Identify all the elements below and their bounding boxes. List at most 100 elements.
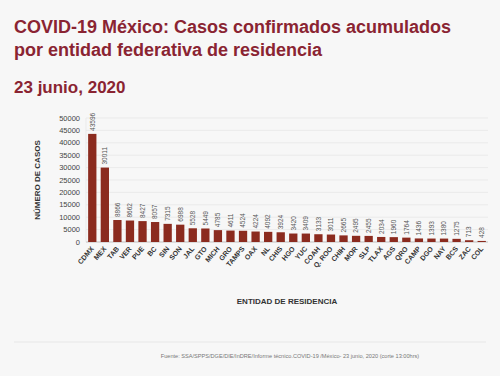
- bar: [352, 236, 360, 242]
- y-axis-line: [86, 118, 87, 242]
- x-tick-label: VER: [118, 245, 133, 261]
- data-label: 8662: [126, 203, 133, 218]
- y-tick-label: 30000: [59, 163, 80, 172]
- bar: [277, 232, 285, 242]
- bar: [138, 221, 146, 242]
- bar: [189, 228, 197, 242]
- grid-line: [86, 155, 488, 156]
- source: Fuente: SSA/SPPS/DGE/DIE/InDRE/Informe t…: [161, 353, 419, 359]
- bar: [214, 230, 222, 242]
- x-tick-label: MOR: [343, 245, 359, 262]
- y-tick-label: 10000: [59, 213, 80, 222]
- y-tick-label: 35000: [59, 151, 80, 160]
- bar: [402, 238, 410, 242]
- data-label: 43596: [89, 112, 96, 130]
- bar: [478, 241, 486, 242]
- x-tick-label: MEX: [92, 245, 107, 261]
- x-tick-label: TAB: [106, 245, 120, 260]
- x-tick-label: CDMX: [76, 245, 95, 266]
- x-tick-label: BCS: [444, 245, 459, 261]
- data-label: 1380: [440, 221, 447, 236]
- data-label: 8427: [139, 203, 146, 218]
- data-label: 8866: [114, 202, 121, 217]
- bars: [88, 134, 486, 242]
- data-label: 7315: [164, 206, 171, 221]
- bar: [251, 232, 259, 242]
- data-label: 1764: [403, 220, 410, 235]
- data-label: 3924: [277, 214, 284, 229]
- bar: [415, 238, 423, 242]
- bar: [302, 234, 310, 242]
- y-tick-label: 15000: [59, 200, 80, 209]
- bar: [226, 231, 234, 242]
- data-label: 428: [478, 227, 485, 238]
- x-tick-label: TLAX: [367, 245, 384, 264]
- chart: 0500010000150002000025000300003500040000…: [0, 0, 500, 376]
- data-label: 1275: [453, 221, 460, 236]
- bar: [126, 221, 134, 242]
- x-tick-label: SON: [168, 245, 183, 261]
- data-label: 1960: [390, 219, 397, 234]
- data-label: 3011: [327, 217, 334, 231]
- data-label: 6988: [177, 207, 184, 222]
- bar: [390, 237, 398, 242]
- y-tick-label: 20000: [59, 188, 80, 197]
- y-tick-label: 0: [76, 238, 80, 247]
- bar: [164, 224, 172, 242]
- x-tick-label: OAX: [243, 245, 258, 261]
- bar: [314, 234, 322, 242]
- bar: [289, 234, 297, 242]
- data-label: 2665: [340, 218, 347, 233]
- data-label: 1393: [428, 221, 435, 236]
- bar: [201, 228, 209, 242]
- x-tick-label: NAY: [432, 245, 447, 261]
- bar: [327, 235, 335, 242]
- x-tick-label: CAMP: [403, 245, 422, 266]
- data-label: 2455: [365, 218, 372, 233]
- x-tick-label: ZAC: [457, 245, 472, 261]
- bar: [339, 235, 347, 242]
- data-label: 1436: [415, 221, 422, 236]
- title: COVID-19 México: Casos confirmados acumu…: [14, 16, 484, 62]
- x-tick-label: DGO: [419, 245, 435, 262]
- data-label: 5449: [202, 211, 209, 226]
- data-label: 2034: [378, 219, 385, 234]
- bar: [101, 168, 109, 242]
- x-tick-label: MICH: [204, 245, 221, 263]
- bar: [264, 232, 272, 242]
- data-label: 4224: [252, 214, 259, 229]
- data-label: 3133: [315, 216, 322, 231]
- bar: [377, 237, 385, 242]
- data-label: 5528: [189, 210, 196, 225]
- y-tick-label: 50000: [59, 114, 80, 123]
- bar: [440, 239, 448, 242]
- y-tick-label: 5000: [63, 225, 80, 234]
- data-label: 4092: [264, 214, 271, 229]
- data-label: 3420: [290, 216, 297, 231]
- bar: [239, 231, 247, 242]
- grid-line: [86, 192, 488, 193]
- x-tick-label: PUE: [131, 245, 146, 261]
- separator: [14, 342, 486, 343]
- data-label: 713: [465, 226, 472, 237]
- grid-line: [86, 142, 488, 143]
- bar: [465, 240, 473, 242]
- grid-line: [86, 130, 488, 131]
- grid-line: [86, 217, 488, 218]
- grid-line: [86, 118, 488, 119]
- x-tick-label: CHIH: [330, 245, 346, 263]
- bar: [151, 222, 159, 242]
- x-axis-title: ENTIDAD DE RESIDENCIA: [237, 297, 338, 306]
- bar: [113, 220, 121, 242]
- grid-line: [86, 204, 488, 205]
- y-axis-title: NÚMERO DE CASOS: [33, 140, 42, 220]
- data-label: 3409: [302, 216, 309, 231]
- x-tick-label: BC: [146, 245, 158, 257]
- page: COVID-19 México: Casos confirmados acumu…: [0, 0, 500, 376]
- data-label: 30011: [101, 147, 108, 165]
- bar: [365, 236, 373, 242]
- data-label: 4785: [214, 212, 221, 227]
- grid-line: [86, 180, 488, 181]
- x-tick-label: COL: [470, 245, 485, 261]
- bar: [452, 239, 460, 242]
